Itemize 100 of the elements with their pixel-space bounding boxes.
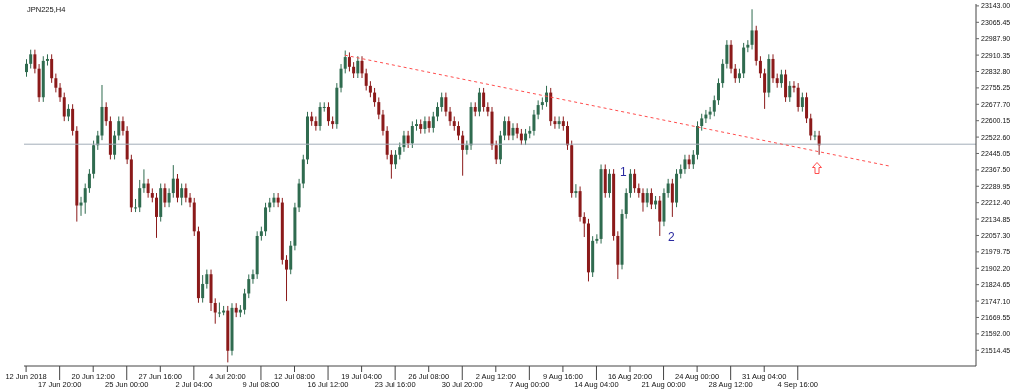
candlestick [155,192,159,239]
candlestick [243,288,247,315]
candlestick [406,130,410,149]
candlestick [603,163,607,199]
candlestick [691,149,695,170]
candlestick [566,120,569,151]
candlestick [62,92,66,122]
candlestick [683,154,687,175]
candlestick [813,130,817,141]
candlestick [121,115,125,137]
candlestick [716,77,720,106]
annotation: 1 [620,165,627,179]
candlestick [171,164,175,199]
candlestick [347,51,351,72]
candlestick [649,187,653,210]
candlestick [377,96,381,120]
candlestick [494,140,498,165]
candlestick [658,195,662,237]
candlestick [687,154,691,170]
annotation: 2 [668,230,675,244]
candlestick [607,168,611,199]
candlestick [536,99,540,120]
candlestick [423,115,427,135]
candlestick [427,115,431,134]
candlestick [104,101,108,127]
candlestick [213,297,217,325]
candlestick [532,109,536,137]
candlestick [448,106,452,127]
candlestick [415,118,419,132]
candlestick [138,179,142,213]
candlestick [792,80,796,93]
candlestick [285,254,289,302]
candlestick [482,87,486,113]
candlestick [498,130,502,165]
candlestick [146,178,150,199]
candlestick [750,8,754,50]
candlestick [180,183,184,206]
candlestick [251,269,255,285]
candlestick [440,92,444,113]
candlestick [410,120,414,149]
candlestick [582,211,586,238]
candlestick [389,149,393,180]
candlestick [725,39,729,69]
candlestick [33,49,37,74]
candlestick [318,101,322,132]
candlestick [436,101,439,122]
candlestick [758,55,762,79]
candlestick [247,273,251,299]
candlestick [163,183,167,208]
candlestick [297,178,301,213]
candlestick [45,53,49,67]
candlestick [339,63,343,93]
candlestick [805,92,809,124]
candlestick [381,109,385,137]
candlestick [461,130,465,177]
candlestick [79,196,83,217]
candlestick [708,106,712,120]
candlestick [788,80,792,103]
candlestick [29,49,33,69]
candlestick [595,233,599,245]
candlestick [87,168,91,194]
candlestick [729,39,733,74]
candlestick [272,192,276,208]
candlestick [477,87,481,117]
candlestick [721,58,725,89]
candlestick [264,202,268,237]
candlestick [167,187,171,208]
candlestick [771,53,775,84]
candlestick [314,115,318,132]
candlestick [394,149,398,170]
candlestick [117,115,121,141]
candlestick [134,198,138,213]
candlestick [385,125,389,160]
candlestick [670,178,674,218]
candlestick [641,187,645,213]
candlestick [511,122,515,141]
candlestick [58,82,62,103]
candlestick [289,240,293,275]
candlestick [800,92,804,113]
candlestick [553,115,557,130]
candlestick [364,68,368,91]
candlestick [113,130,117,160]
candlestick [356,55,360,79]
candlestick [712,95,716,117]
candlestick [444,92,448,117]
candlestick [71,103,75,137]
candlestick [326,101,330,127]
candlestick [557,115,561,130]
candlestick [50,53,54,84]
candlestick [784,69,788,103]
candlestick [465,140,469,156]
candlestick [373,87,377,108]
candlestick [763,68,767,110]
candlestick [188,192,192,208]
candlestick [507,115,511,141]
candlestick [633,168,637,194]
candlestick [666,178,670,199]
candlestick [201,274,205,304]
candlestick [83,183,87,215]
candlestick [343,50,347,74]
